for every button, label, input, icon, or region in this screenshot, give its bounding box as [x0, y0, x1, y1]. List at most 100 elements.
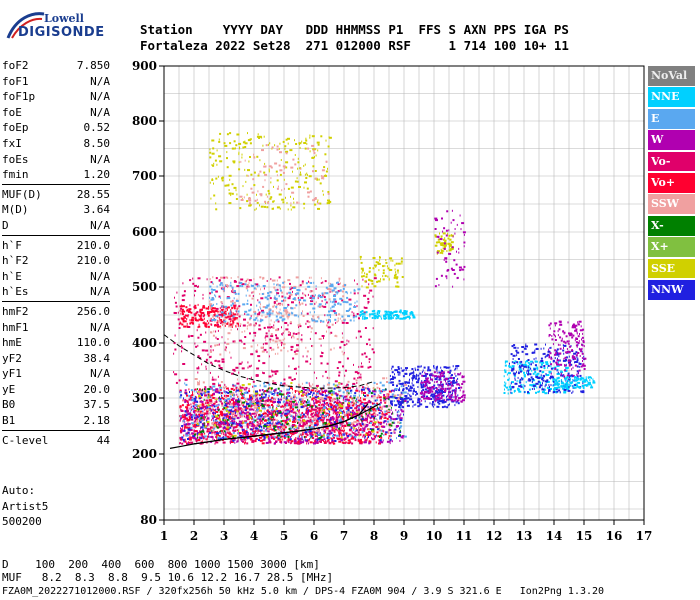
echo-point	[222, 430, 226, 433]
echo-point	[401, 435, 405, 438]
echo-point	[207, 417, 210, 420]
echo-point	[213, 409, 216, 412]
echo-point	[388, 428, 390, 431]
echo-point	[312, 149, 315, 152]
echo-point	[355, 409, 358, 412]
echo-point	[231, 319, 234, 322]
echo-point	[291, 434, 293, 437]
echo-point	[259, 413, 261, 416]
echo-point	[354, 420, 358, 423]
echo-point	[194, 342, 196, 345]
echo-point	[235, 425, 238, 428]
echo-point	[198, 436, 202, 439]
echo-point	[232, 288, 234, 291]
echo-point	[209, 181, 211, 184]
echo-point	[328, 408, 332, 411]
echo-point	[220, 385, 221, 388]
echo-point	[273, 370, 277, 373]
param-name: yF2	[2, 351, 22, 365]
echo-point	[226, 184, 230, 187]
echo-point	[333, 300, 337, 303]
echo-point	[312, 307, 316, 310]
echo-point	[315, 285, 317, 288]
echo-point	[212, 315, 215, 318]
echo-point	[330, 406, 333, 409]
echo-point	[225, 396, 228, 399]
echo-point	[340, 282, 341, 285]
echo-point	[224, 341, 226, 344]
echo-point	[357, 377, 359, 379]
echo-point	[316, 420, 319, 423]
echo-point	[276, 303, 279, 306]
echo-point	[351, 422, 355, 425]
echo-point	[353, 394, 357, 397]
echo-point	[284, 412, 288, 415]
echo-point	[400, 311, 402, 314]
echo-point	[400, 317, 403, 320]
echo-point	[325, 428, 328, 431]
echo-point	[365, 439, 367, 442]
echo-point	[388, 437, 390, 440]
echo-point	[220, 311, 224, 314]
echo-point	[235, 325, 237, 328]
echo-point	[249, 156, 251, 158]
echo-point	[184, 410, 187, 413]
echo-point	[209, 431, 211, 434]
echo-point	[392, 317, 394, 319]
echo-point	[257, 313, 260, 316]
echo-point	[283, 413, 286, 416]
echo-point	[190, 410, 192, 413]
echo-point	[364, 327, 367, 329]
echo-point	[280, 435, 284, 438]
echo-point	[271, 370, 274, 373]
echo-point	[345, 301, 349, 304]
echo-point	[220, 315, 222, 318]
echo-point	[202, 429, 204, 432]
echo-point	[333, 387, 336, 390]
echo-point	[360, 388, 364, 391]
echo-point	[289, 405, 292, 408]
echo-point	[233, 420, 236, 423]
echo-point	[205, 391, 208, 394]
echo-point	[296, 338, 299, 341]
echo-point	[203, 321, 205, 324]
echo-point	[321, 428, 323, 431]
echo-point	[229, 416, 230, 419]
echo-point	[234, 407, 237, 409]
echo-point	[345, 406, 349, 409]
echo-point	[255, 374, 259, 377]
echo-point	[231, 434, 233, 437]
echo-point	[328, 393, 329, 396]
echo-point	[354, 439, 357, 442]
echo-point	[246, 411, 250, 414]
echo-point	[260, 319, 264, 322]
echo-point	[331, 306, 333, 309]
echo-point	[390, 432, 393, 435]
echo-point	[242, 430, 243, 433]
echo-point	[246, 429, 248, 432]
echo-point	[385, 413, 388, 415]
echo-point	[259, 204, 260, 207]
echo-point	[344, 432, 346, 435]
echo-point	[326, 402, 329, 404]
echo-point	[283, 400, 285, 403]
echo-point	[287, 421, 288, 423]
echo-point	[321, 175, 323, 177]
echo-point	[373, 424, 375, 427]
echo-point	[338, 432, 342, 435]
echo-point	[248, 365, 251, 368]
echo-point	[344, 411, 346, 414]
echo-point	[256, 198, 258, 201]
echo-point	[271, 396, 274, 399]
echo-point	[311, 294, 314, 297]
echo-point	[319, 355, 323, 358]
echo-point	[242, 409, 244, 412]
echo-point	[342, 410, 344, 413]
echo-point	[282, 405, 285, 408]
echo-point	[376, 425, 379, 428]
echo-point	[284, 419, 288, 422]
echo-point	[209, 296, 211, 299]
echo-point	[246, 313, 250, 316]
echo-point	[348, 340, 350, 343]
echo-point	[205, 438, 207, 441]
